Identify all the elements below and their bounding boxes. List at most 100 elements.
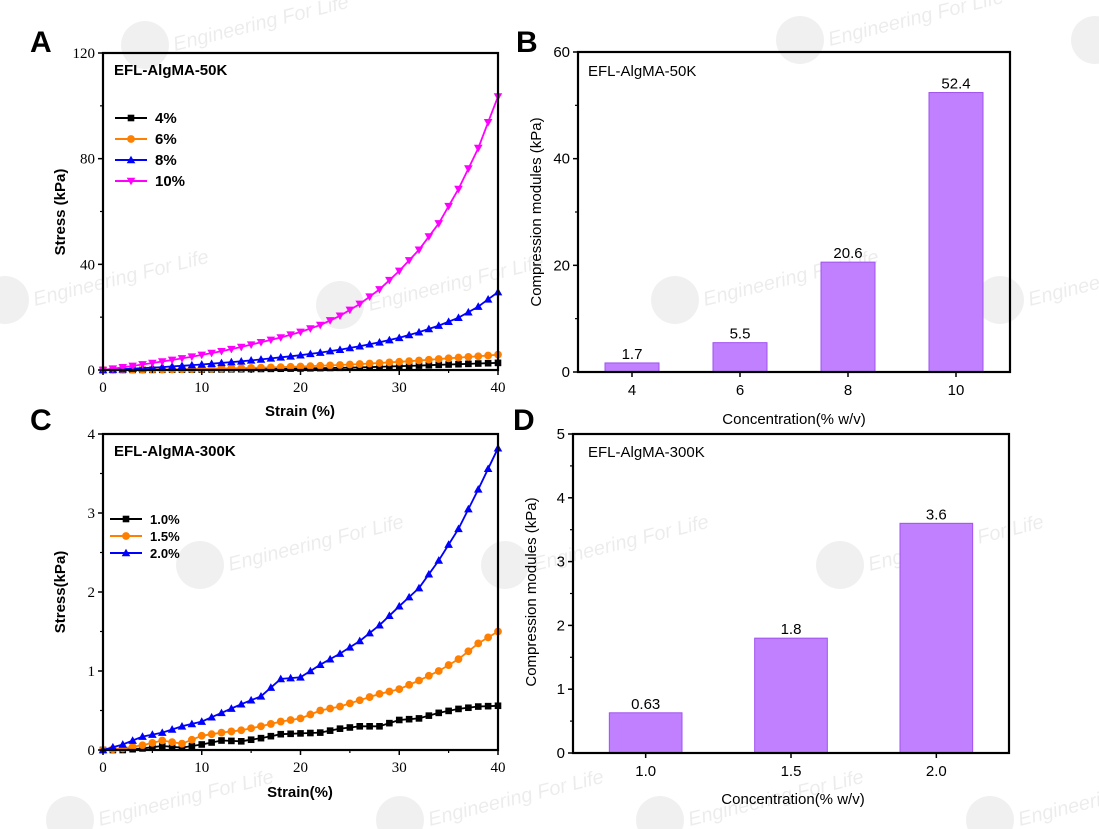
watermark: Engineering For Life: [1071, 16, 1099, 64]
data-point: [405, 357, 414, 366]
data-point: [307, 729, 314, 737]
y-axis-label: Compression modules (kPa): [523, 497, 540, 686]
data-point: [424, 569, 434, 578]
legend-item: 1.5%: [110, 529, 180, 544]
data-point: [246, 695, 256, 704]
data-point: [177, 355, 187, 363]
data-point: [157, 358, 167, 366]
watermark: Engineering For Life: [481, 511, 711, 589]
data-point: [157, 362, 167, 371]
data-point: [405, 680, 414, 689]
legend-label: 1.5%: [150, 529, 180, 544]
watermark: Engineering For Life: [976, 246, 1099, 324]
data-point: [315, 660, 325, 668]
watermark-logo-icon: [816, 541, 864, 589]
data-point: [277, 730, 285, 738]
data-point: [325, 346, 335, 355]
data-point: [356, 723, 364, 730]
data-point: [167, 725, 177, 733]
series-10-pct: [99, 702, 502, 754]
x-axis-label: Strain (%): [265, 403, 335, 420]
x-tick-label: 40: [491, 760, 506, 776]
data-point: [484, 359, 492, 367]
watermark-logo-icon: [121, 21, 169, 69]
bar-4: [604, 362, 660, 373]
x-axis-label: Concentration(% w/v): [721, 791, 864, 808]
data-point: [465, 704, 472, 712]
data-point: [247, 736, 255, 744]
data-point: [138, 732, 147, 740]
data-point: [218, 737, 225, 744]
data-point: [345, 343, 355, 352]
bar-8: [820, 261, 876, 373]
data-point: [118, 364, 128, 372]
watermark-logo-icon: [976, 276, 1024, 324]
x-tick-label: 20: [293, 380, 308, 396]
data-point: [297, 730, 304, 737]
x-tick-label: 0: [99, 380, 107, 396]
watermark-logo-icon: [376, 796, 424, 829]
data-point: [276, 674, 286, 683]
data-point: [365, 693, 374, 701]
legend-item: 10%: [115, 173, 185, 190]
panel-label: D: [513, 404, 535, 437]
axis-ticks: 0 1 2 3 4 5 1.0 1.5 2.0: [557, 426, 947, 780]
data-point: [473, 302, 483, 310]
x-tick-label: 30: [392, 760, 407, 776]
data-point: [484, 351, 493, 360]
x-axis-label: Concentration(% w/v): [722, 411, 865, 428]
y-tick-label: 2: [88, 585, 96, 601]
data-point: [197, 360, 207, 368]
data-point: [177, 361, 187, 370]
watermark: Engineering For Life: [176, 511, 406, 589]
watermark-logo-icon: [651, 276, 699, 324]
data-point: [306, 710, 315, 719]
legend-item: 8%: [115, 152, 177, 169]
inset-title: EFL-AlgMA-300K: [588, 444, 705, 461]
x-tick-label: 1.5: [781, 763, 802, 780]
watermark: Engineering For Life: [0, 246, 211, 324]
data-point: [266, 354, 276, 362]
legend-marker: [127, 114, 135, 122]
data-point: [306, 666, 315, 675]
data-point: [148, 730, 157, 738]
y-tick-label: 5: [557, 426, 565, 443]
data-point: [138, 361, 147, 369]
data-point: [474, 703, 482, 710]
data-point: [315, 321, 325, 330]
x-tick-label: 1.0: [635, 763, 656, 780]
bar-data-label: 3.6: [926, 506, 947, 523]
data-point: [316, 729, 324, 736]
data-point: [286, 673, 295, 682]
inset-title: EFL-AlgMA-50K: [114, 62, 227, 79]
data-point: [385, 687, 394, 696]
data-point: [425, 361, 433, 369]
data-point: [454, 353, 463, 362]
data-point: [483, 295, 493, 303]
data-point: [326, 727, 334, 734]
data-point: [336, 725, 344, 732]
data-point: [365, 628, 374, 637]
data-point: [464, 165, 473, 173]
inset-title: EFL-AlgMA-50K: [588, 63, 696, 80]
data-point: [266, 336, 276, 345]
data-point: [286, 351, 295, 360]
data-point: [385, 611, 394, 619]
data-point: [296, 714, 305, 723]
watermark: Engineering For Life: [966, 766, 1099, 829]
data-point: [445, 361, 452, 368]
legend-item: 1.0%: [110, 512, 180, 527]
y-tick-label: 40: [553, 151, 570, 168]
data-point: [256, 355, 266, 363]
legend-label: 8%: [155, 152, 177, 169]
data-point: [306, 362, 315, 371]
legend-label: 10%: [155, 173, 185, 190]
data-point: [385, 358, 394, 367]
data-point: [395, 357, 404, 366]
bar-data-label: 20.6: [833, 245, 862, 262]
series-line: [102, 447, 499, 751]
data-point: [414, 327, 424, 336]
data-point: [376, 723, 383, 730]
bar-data-label: 5.5: [730, 326, 751, 343]
